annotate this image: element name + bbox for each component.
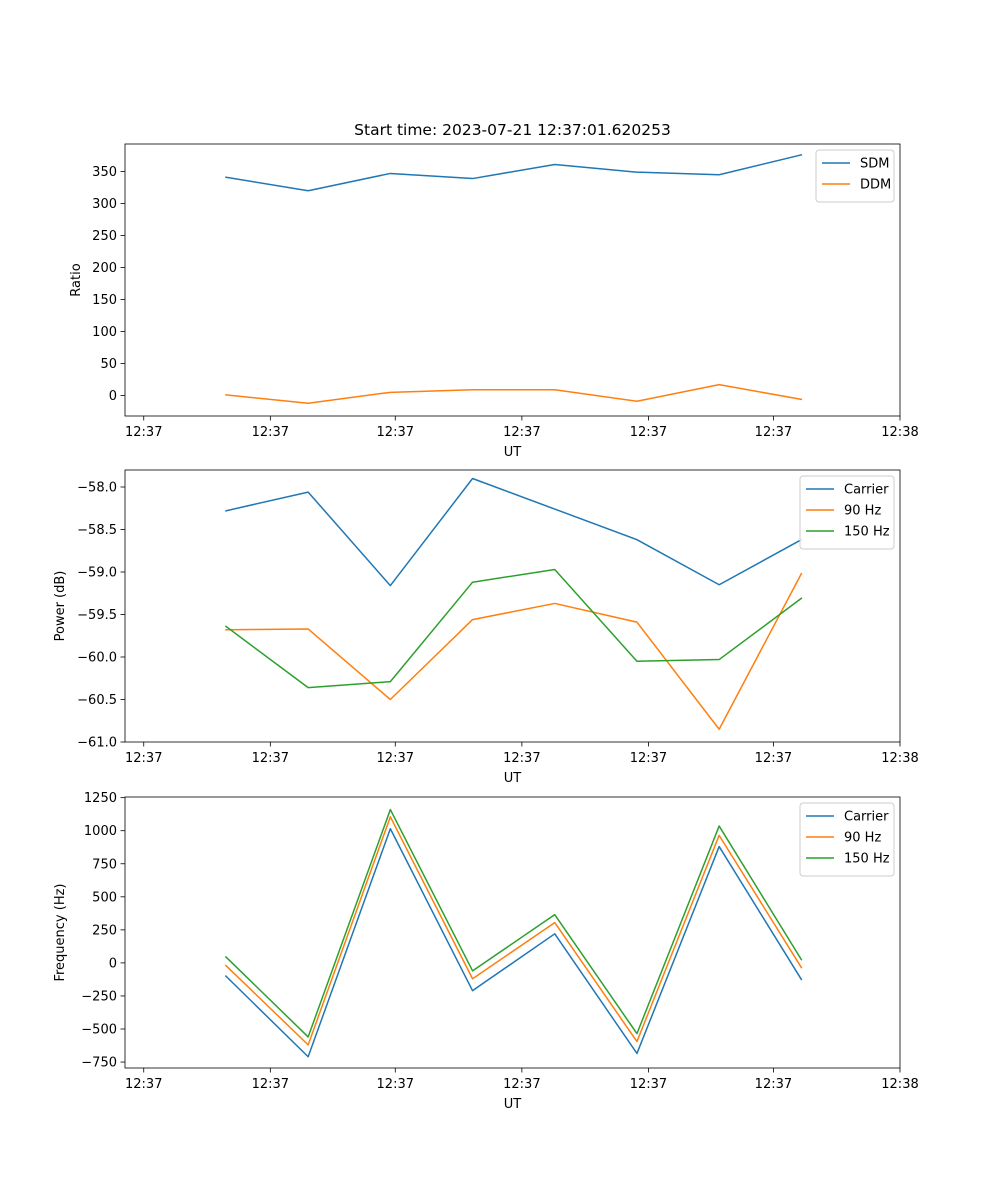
frequency-series-line-150-hz [224,808,803,1038]
frequency-x-tick-label: 12:37 [630,1077,667,1092]
ratio-series-line-sdm [225,153,803,192]
power-plot-area [125,470,900,742]
frequency-y-tick-label: −500 [81,1023,117,1038]
power-legend: Carrier 90 Hz 150 Hz [799,475,895,550]
power-y-tick-label: −59.0 [77,566,117,581]
ratio-y-tick-label: 200 [92,261,117,276]
subplots: 12:37 12:37 12:37 12:37 12:37 12:37 12:38 0 50 10… [53,143,919,1112]
ratio-x-tick-label: 12:37 [377,425,414,440]
frequency-x-axis-label: UT [504,1097,522,1112]
ratio-y-tick-label: 300 [92,197,117,212]
ratio-legend-label-sdm: SDM [860,157,889,172]
power-x-tick-label: 12:37 [377,751,414,766]
power-axes-frame [124,469,901,743]
ratio-x-tick-label: 12:37 [630,425,667,440]
frequency-x-tick-label: 12:37 [503,1077,540,1092]
ratio-x-tick-label: 12:37 [755,425,792,440]
power-series-line-150-hz [224,568,803,689]
frequency-legend: Carrier 90 Hz 150 Hz [799,802,895,877]
frequency-y-tick-label: −750 [81,1056,117,1071]
frequency-y-tick-label: 750 [92,857,117,872]
power-y-tick-label: −58.0 [77,481,117,496]
power-x-axis-label: UT [504,771,522,786]
ratio-plot-area [125,144,900,416]
frequency-y-tick-label: 0 [109,956,117,971]
ratio-y-axis-label: Ratio [69,263,84,296]
frequency-legend-label-150-hz: 150 Hz [844,852,890,867]
frequency-y-tick-label: 250 [92,923,117,938]
frequency-series-line-carrier [224,827,803,1058]
power-series-line-carrier [225,477,803,587]
ratio-y-tick-label: 0 [109,389,117,404]
power-y-tick-label: −59.5 [77,608,117,623]
frequency-x-tick-label: 12:37 [252,1077,289,1092]
power-y-tick-label: −60.5 [77,693,117,708]
power-y-tick-label: −60.0 [77,651,117,666]
ratio-legend-label-ddm: DDM [860,178,891,193]
ratio-x-axis-label: UT [504,445,522,460]
ratio-x-tick-label: 12:37 [125,425,162,440]
power-subplot: 12:37 12:37 12:37 12:37 12:37 12:37 12:38 −61.0… [53,469,919,786]
frequency-x-tick-label: 12:38 [881,1077,918,1092]
ratio-x-tick-label: 12:37 [503,425,540,440]
power-y-tick-label: −58.5 [77,523,117,538]
ratio-series-line-ddm [225,383,803,404]
frequency-legend-label-90-hz: 90 Hz [844,831,881,846]
frequency-y-tick-label: 1000 [84,824,117,839]
frequency-axes-frame [124,796,901,1069]
power-series-line-90-hz [225,572,803,730]
frequency-series-line-90-hz [224,816,803,1046]
frequency-subplot: 12:37 12:37 12:37 12:37 12:37 12:37 12:38 −750 −… [53,791,919,1112]
frequency-y-tick-label: 500 [92,890,117,905]
power-x-tick-label: 12:37 [252,751,289,766]
ratio-y-tick-label: 50 [100,357,117,372]
ratio-y-tick-label: 250 [92,229,117,244]
ratio-axes-frame [124,143,901,417]
power-legend-label-150-hz: 150 Hz [844,525,890,540]
frequency-y-axis-label: Frequency (Hz) [53,883,68,981]
ratio-legend: SDM DDM [815,149,895,203]
frequency-y-tick-label: 1250 [84,791,117,806]
power-legend-label-90-hz: 90 Hz [844,504,881,519]
power-y-axis-label: Power (dB) [53,571,68,642]
frequency-x-tick-label: 12:37 [377,1077,414,1092]
power-x-tick-label: 12:37 [503,751,540,766]
frequency-x-tick-label: 12:37 [125,1077,162,1092]
power-legend-label-carrier: Carrier [844,483,889,498]
ratio-y-tick-label: 350 [92,165,117,180]
power-x-tick-label: 12:38 [881,751,918,766]
power-x-tick-label: 12:37 [630,751,667,766]
frequency-x-tick-label: 12:37 [755,1077,792,1092]
ratio-y-tick-label: 150 [92,293,117,308]
ratio-subplot: 12:37 12:37 12:37 12:37 12:37 12:37 12:38 0 50 10… [69,143,919,460]
power-x-tick-label: 12:37 [125,751,162,766]
ratio-y-tick-label: 100 [92,325,117,340]
frequency-y-tick-label: −250 [81,989,117,1004]
ratio-x-tick-label: 12:37 [252,425,289,440]
chart-title: Start time: 2023-07-21 12:37:01.620253 [354,121,671,139]
ratio-x-tick-label: 12:38 [881,425,918,440]
power-y-tick-label: −61.0 [77,736,117,751]
power-x-tick-label: 12:37 [755,751,792,766]
frequency-legend-label-carrier: Carrier [844,810,889,825]
frequency-plot-area [125,797,900,1068]
